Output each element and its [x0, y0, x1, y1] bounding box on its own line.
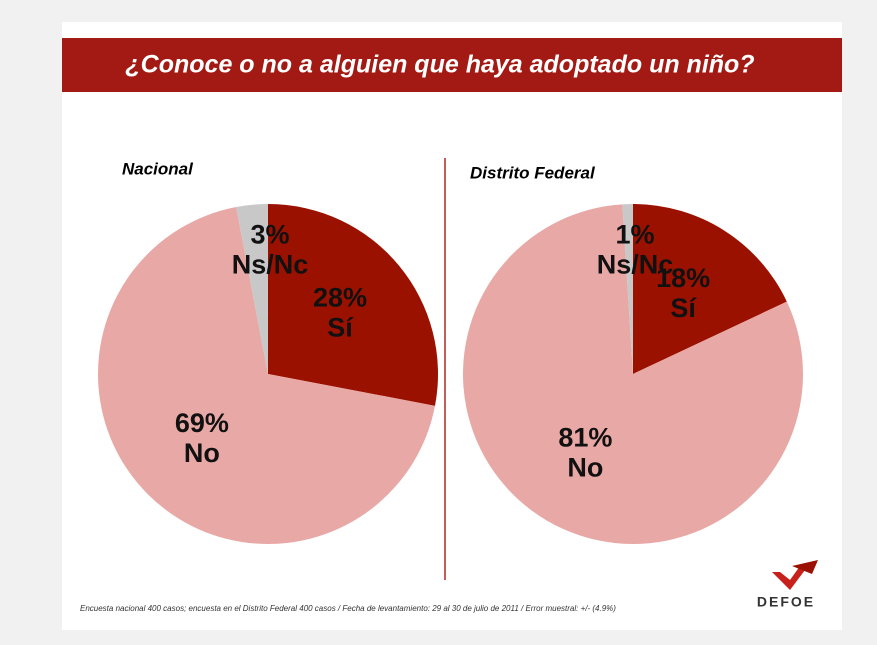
pie-slice: [633, 204, 787, 374]
category-label: No: [184, 438, 220, 468]
slide-title: ¿Conoce o no a alguien que haya adoptado…: [125, 51, 754, 79]
data-label: 69%: [175, 408, 229, 438]
category-label: Ns/Nc: [232, 250, 309, 280]
data-label: 28%: [313, 283, 367, 313]
category-label: Ns/Nc: [597, 250, 674, 280]
data-label: 3%: [250, 220, 289, 250]
pie-title: Distrito Federal: [470, 163, 596, 182]
pie-title: Nacional: [122, 159, 194, 178]
category-label: Sí: [670, 293, 697, 323]
logo-text: DEFOE: [757, 594, 815, 610]
pie-slice: [97, 207, 435, 544]
data-label: 18%: [656, 263, 710, 293]
pie-slice: [236, 204, 268, 374]
logo-mark: [772, 560, 818, 590]
footnote: Encuesta nacional 400 casos; encuesta en…: [80, 604, 616, 613]
category-label: No: [567, 453, 603, 483]
pie-slice: [462, 204, 803, 544]
pie-slice: [622, 204, 633, 374]
data-label: 81%: [558, 423, 612, 453]
title-bar: [62, 38, 842, 92]
pie-slice: [268, 204, 438, 406]
data-label: 1%: [615, 220, 654, 250]
category-label: Sí: [327, 313, 354, 343]
